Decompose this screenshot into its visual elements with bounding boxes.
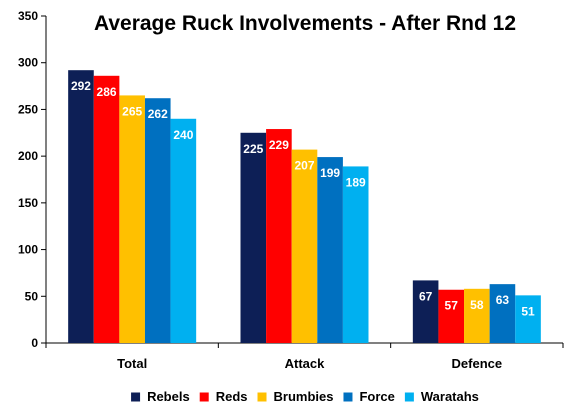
data-label: 51 bbox=[521, 304, 535, 318]
bar bbox=[291, 149, 318, 343]
bar bbox=[170, 118, 197, 344]
y-tick-label: 0 bbox=[31, 336, 38, 350]
data-label: 240 bbox=[173, 128, 193, 142]
bar bbox=[144, 98, 171, 344]
data-label: 207 bbox=[294, 159, 314, 173]
legend: Rebels Reds Brumbies Force Waratahs bbox=[131, 389, 479, 404]
data-label: 63 bbox=[496, 293, 510, 307]
data-label: 225 bbox=[243, 142, 263, 156]
bar bbox=[240, 132, 267, 343]
bar bbox=[464, 288, 490, 343]
legend-swatch bbox=[199, 392, 209, 402]
bar bbox=[266, 129, 292, 343]
bar bbox=[68, 70, 94, 343]
legend-label: Waratahs bbox=[421, 389, 479, 404]
legend-swatch bbox=[257, 392, 267, 402]
y-tick-label: 300 bbox=[18, 56, 38, 70]
legend-swatch bbox=[343, 392, 353, 402]
bar bbox=[515, 295, 541, 343]
category-label: Attack bbox=[285, 356, 326, 371]
legend-label: Reds bbox=[216, 389, 248, 404]
legend-label: Brumbies bbox=[274, 389, 334, 404]
y-tick-label: 350 bbox=[18, 9, 38, 23]
y-tick-label: 200 bbox=[18, 149, 38, 163]
legend-label: Rebels bbox=[147, 389, 190, 404]
data-label: 229 bbox=[269, 138, 289, 152]
y-tick-label: 250 bbox=[18, 102, 38, 116]
y-tick-label: 150 bbox=[18, 196, 38, 210]
bar bbox=[317, 157, 343, 343]
legend-swatch bbox=[131, 392, 141, 402]
bars-group: 292 286 265 262 240 225 229 207 199 189 67 57 58 63 51 bbox=[68, 70, 541, 344]
bar bbox=[93, 75, 120, 344]
bar bbox=[412, 280, 439, 343]
data-label: 286 bbox=[97, 85, 117, 99]
bar bbox=[119, 95, 145, 344]
data-label: 189 bbox=[346, 175, 366, 189]
y-tick-label: 100 bbox=[18, 243, 38, 257]
axes-group: 0 50 100 150 200 250 300 350 Total Attack Defence bbox=[18, 9, 564, 371]
legend-label: Force bbox=[359, 389, 394, 404]
data-label: 265 bbox=[122, 104, 142, 118]
data-label: 262 bbox=[148, 107, 168, 121]
bar bbox=[342, 166, 369, 343]
chart-title: Average Ruck Involvements - After Rnd 12 bbox=[94, 12, 516, 35]
bar bbox=[438, 289, 465, 343]
y-tick-label: 50 bbox=[25, 289, 39, 303]
category-label: Defence bbox=[452, 356, 503, 371]
data-label: 292 bbox=[71, 79, 91, 93]
bar bbox=[489, 284, 516, 343]
data-label: 57 bbox=[445, 299, 459, 313]
category-label: Total bbox=[117, 356, 147, 371]
legend-swatch bbox=[404, 392, 414, 402]
data-label: 67 bbox=[419, 289, 433, 303]
data-label: 199 bbox=[320, 166, 340, 180]
data-label: 58 bbox=[470, 298, 484, 312]
